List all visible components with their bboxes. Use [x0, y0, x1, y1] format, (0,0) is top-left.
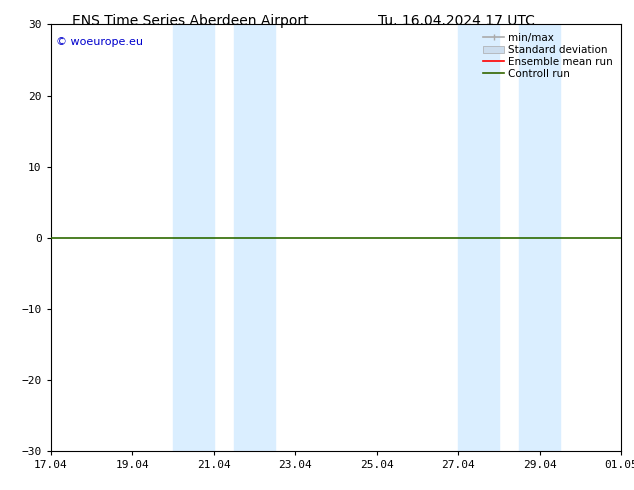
- Text: Tu. 16.04.2024 17 UTC: Tu. 16.04.2024 17 UTC: [378, 14, 535, 28]
- Text: © woeurope.eu: © woeurope.eu: [56, 37, 143, 48]
- Bar: [458, 24, 499, 451]
- Legend: min/max, Standard deviation, Ensemble mean run, Controll run: min/max, Standard deviation, Ensemble me…: [480, 30, 616, 82]
- Text: ENS Time Series Aberdeen Airport: ENS Time Series Aberdeen Airport: [72, 14, 309, 28]
- Bar: [173, 24, 214, 451]
- Bar: [234, 24, 275, 451]
- Bar: [519, 24, 560, 451]
